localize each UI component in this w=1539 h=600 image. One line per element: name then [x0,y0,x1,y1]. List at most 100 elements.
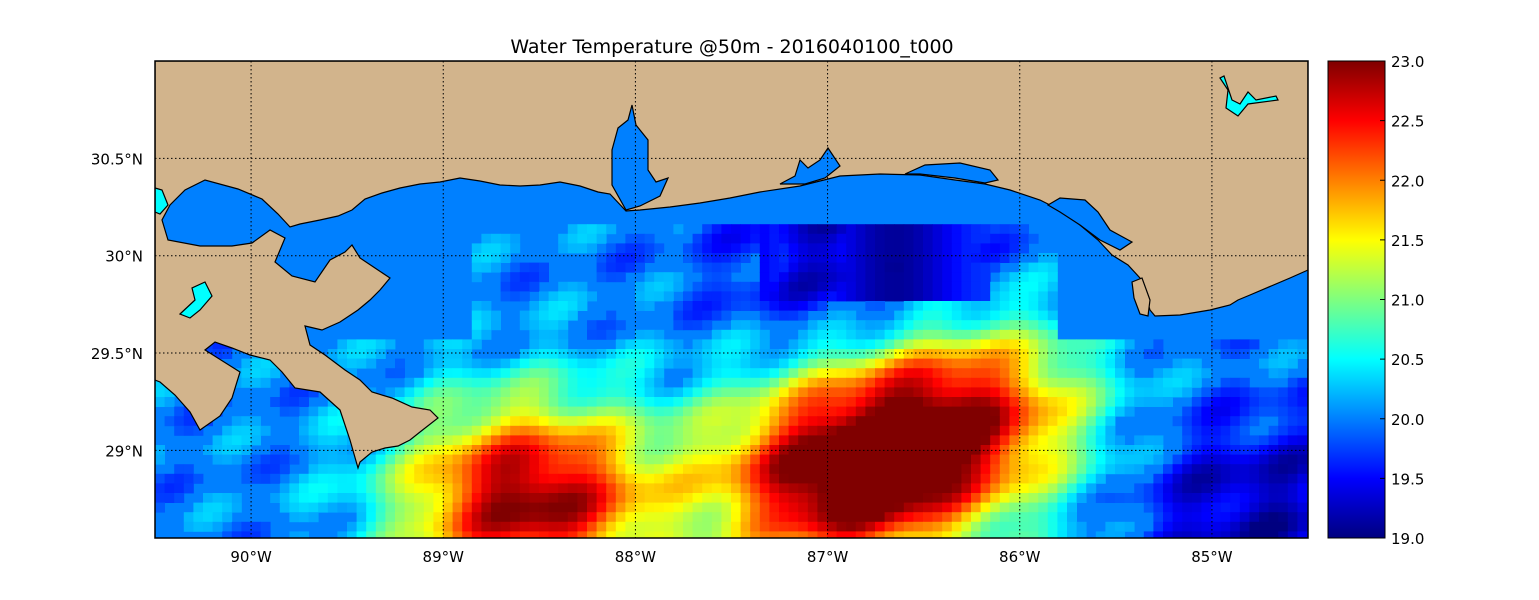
temp-cell [1143,531,1154,538]
temp-cell [913,320,924,331]
temp-cell [433,473,444,484]
temp-cell [1019,272,1029,283]
temp-cell [375,493,386,503]
temp-cell [923,233,933,244]
temp-cell [903,473,914,484]
temp-cell [932,512,943,523]
temp-cell [913,416,924,427]
temp-cell [817,435,828,446]
temp-cell [971,320,981,331]
temp-cell [769,281,780,292]
temp-cell [846,464,857,475]
temp-cell [1172,358,1183,369]
temp-cell [1028,416,1039,427]
temp-cell [1143,435,1154,446]
temp-cell [923,416,933,427]
temp-cell [625,233,636,244]
temp-cell [884,349,895,359]
temp-cell [1182,464,1193,475]
temp-cell [548,493,559,503]
temp-cell [654,243,665,254]
temp-cell [500,416,511,427]
temp-cell [721,358,732,369]
temp-cell [951,349,962,359]
temp-cell [798,512,809,523]
temp-cell [635,291,645,302]
temp-cell [1009,416,1020,427]
temp-cell [625,406,636,417]
temp-cell [683,358,693,369]
temp-cell [567,416,578,427]
temp-cell [788,349,799,359]
temp-cell [327,349,338,359]
temp-cell [510,435,521,446]
temp-cell [855,454,866,465]
temp-cell [548,425,559,436]
temp-cell [932,243,943,254]
temp-cell [462,435,473,446]
temp-cell [702,291,713,302]
temp-cell [903,493,914,503]
temp-cell [308,512,319,523]
temp-cell [635,493,645,503]
temp-cell [1134,377,1145,388]
temp-cell [548,464,559,475]
temp-cell [1211,483,1221,494]
temp-cell [577,387,588,398]
temp-cell [1095,493,1106,503]
temp-cell [961,377,972,388]
temp-cell [1124,397,1135,407]
temp-cell [260,521,271,532]
temp-cell [155,454,165,465]
temp-cell [395,454,405,465]
temp-cell [1028,512,1039,523]
temp-cell [606,425,617,436]
temp-cell [740,368,751,379]
temp-cell [1287,358,1298,369]
temp-cell [1019,291,1029,302]
temp-cell [491,454,501,465]
temp-cell [779,224,789,235]
temp-cell [577,377,588,388]
temp-cell [567,464,578,475]
temp-cell [587,397,597,407]
temp-cell [788,243,799,254]
temp-cell [1211,493,1221,503]
temp-cell [913,291,924,302]
temp-cell [731,329,741,340]
temp-cell [1009,310,1020,321]
temp-cell [942,291,953,302]
temp-cell [961,349,972,359]
temp-cell [875,320,885,331]
temp-cell [1259,406,1269,417]
temp-cell [827,387,837,398]
temp-cell [865,464,876,475]
temp-cell [836,473,847,484]
temp-cell [1182,454,1193,465]
temp-cell [750,349,761,359]
temp-cell [971,262,981,273]
temp-cell [827,329,837,340]
temp-cell [510,483,521,494]
temp-cell [596,531,607,538]
temp-cell [337,531,348,538]
temp-cell [798,483,809,494]
temp-cell [587,406,597,417]
temp-cell [673,454,684,465]
temp-cell [625,339,636,350]
temp-cell [884,320,895,331]
temp-cell [798,262,809,273]
temp-cell [817,253,828,263]
temp-cell [164,473,175,484]
temp-cell [798,358,809,369]
temp-cell [452,339,463,350]
temp-cell [222,502,233,513]
temp-cell [1105,358,1116,369]
temp-cell [846,233,857,244]
temp-cell [1163,397,1173,407]
temp-cell [615,425,626,436]
temp-cell [951,502,962,513]
temp-cell [1115,397,1125,407]
temp-cell [884,493,895,503]
